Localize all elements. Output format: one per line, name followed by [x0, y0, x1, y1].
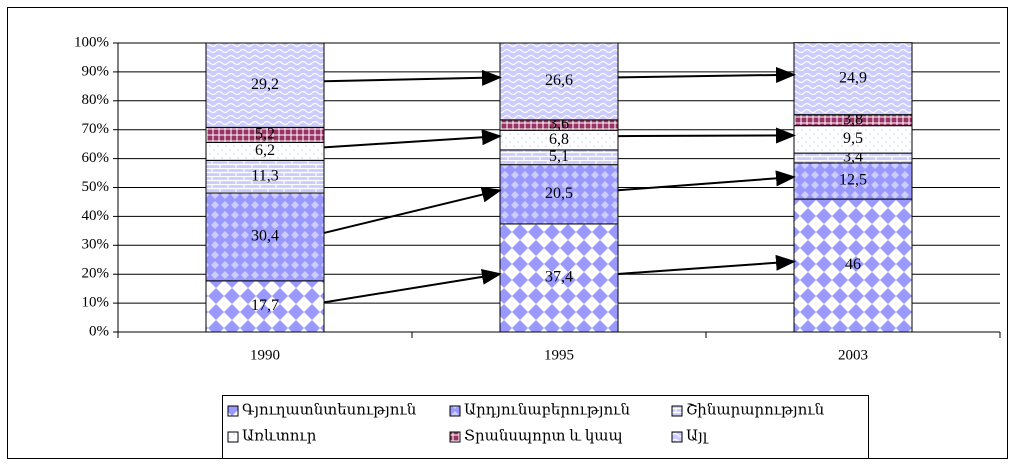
- legend-swatch: [671, 405, 683, 417]
- legend-label: Գյուղատնտեսություն: [242, 402, 417, 418]
- y-tick-label: 20%: [82, 266, 110, 282]
- bar-segment: [205, 42, 325, 128]
- bar-segment: [205, 159, 325, 194]
- data-label: 24,9: [839, 69, 867, 86]
- data-label: 20,5: [545, 185, 573, 202]
- bar-segment: [793, 162, 913, 200]
- x-tick-label: 2003: [838, 347, 868, 363]
- data-label: 9,5: [843, 130, 863, 147]
- legend-swatch: [449, 431, 461, 443]
- data-label: 5,1: [549, 148, 569, 165]
- legend-swatch: [227, 431, 239, 443]
- y-tick-label: 90%: [82, 63, 110, 79]
- x-tick-label: 1990: [250, 347, 280, 363]
- y-tick-label: 60%: [82, 150, 110, 166]
- trend-arrow: [617, 66, 796, 83]
- legend-label: Տրանսպորտ և կապ: [464, 428, 623, 444]
- trend-arrow: [323, 69, 502, 86]
- bar-segment: [205, 280, 325, 333]
- trend-arrow: [617, 254, 796, 275]
- legend-swatch: [449, 405, 461, 417]
- y-tick-label: 70%: [82, 121, 110, 137]
- data-label: 26,6: [545, 72, 573, 89]
- bar-segment: [793, 198, 913, 333]
- trend-arrow: [617, 170, 796, 192]
- data-label: 5,2: [255, 126, 275, 143]
- legend-label: Արդյունաբերություն: [464, 402, 630, 418]
- trend-arrow: [323, 268, 502, 304]
- data-label: 30,4: [251, 228, 279, 245]
- data-label: 6,8: [549, 131, 569, 148]
- y-tick-label: 40%: [82, 208, 110, 224]
- bar-segment: [793, 42, 913, 116]
- legend-swatch: [671, 431, 683, 443]
- x-tick-label: 1995: [544, 347, 574, 363]
- y-tick-label: 10%: [82, 295, 110, 311]
- trend-arrow: [617, 127, 796, 144]
- data-label: 46: [845, 256, 861, 273]
- legend-label: Այլ: [686, 428, 709, 444]
- bar-segment: [499, 223, 619, 333]
- y-tick-label: 0%: [89, 323, 109, 339]
- legend-box: [222, 395, 869, 459]
- legend-label: Առևտուր: [242, 428, 317, 444]
- y-tick-label: 50%: [82, 179, 110, 195]
- bar-segment: [499, 42, 619, 121]
- data-label: 11,3: [251, 167, 278, 184]
- data-label: 17,7: [251, 297, 279, 314]
- data-label: 6,2: [255, 142, 275, 159]
- trend-arrow: [323, 186, 502, 234]
- y-tick-label: 80%: [82, 92, 110, 108]
- legend-swatch: [227, 405, 239, 417]
- trend-arrow: [323, 129, 502, 149]
- data-label: 12,5: [839, 172, 867, 189]
- data-label: 37,4: [545, 269, 573, 286]
- y-tick-label: 30%: [82, 237, 110, 253]
- legend-label: Շինարարություն: [686, 402, 825, 418]
- data-label: 29,2: [251, 76, 279, 93]
- y-tick-label: 100%: [74, 34, 109, 50]
